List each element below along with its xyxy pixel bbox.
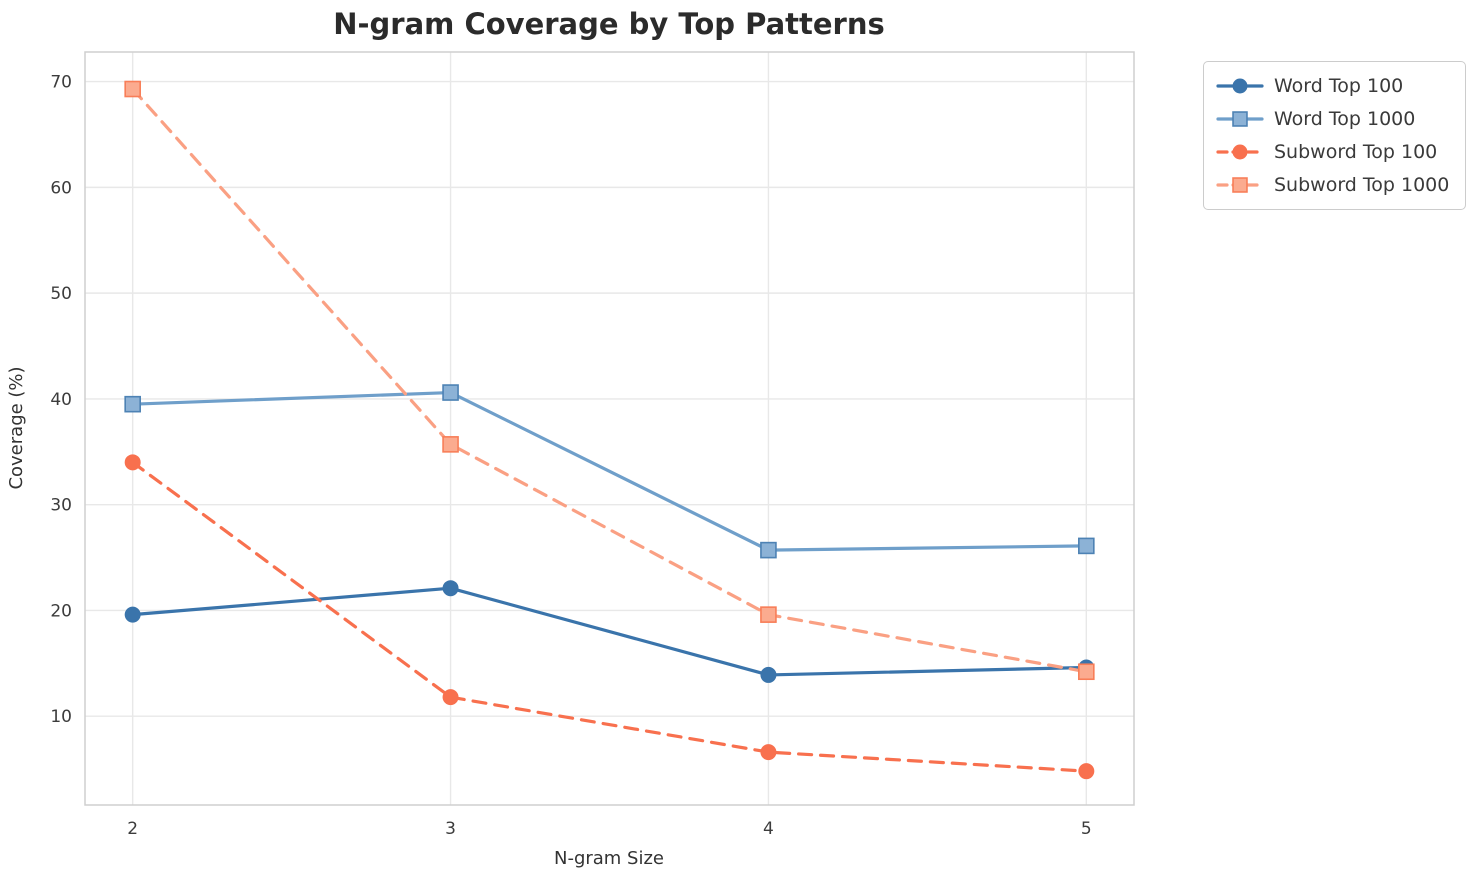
y-tick-label-40: 40: [50, 390, 72, 410]
data-series-subword-top-1000: [124, 80, 1095, 681]
data-point-marker-square: [760, 541, 777, 559]
data-point-marker-square: [1078, 663, 1095, 681]
legend-item-word-top-1000: Word Top 1000: [1216, 105, 1449, 133]
grid-layer: [85, 52, 1134, 805]
legend: Word Top 100 Word Top 1000 Subword Top 100…: [1203, 61, 1467, 210]
y-tick-label-50: 50: [50, 284, 72, 304]
tick-layer: 10 20 30 40 50 60 70 2 3 4 5: [50, 73, 1091, 839]
data-point-marker-square: [124, 395, 141, 413]
legend-label: Subword Top 100: [1274, 141, 1438, 163]
x-tick-label-3: 3: [445, 819, 456, 839]
plot-area-border: [84, 51, 1135, 806]
data-series-word-top-1000: [124, 384, 1095, 559]
data-point-marker-circle: [442, 689, 459, 706]
data-point-marker-square: [124, 80, 141, 98]
legend-marker-square-icon: [1216, 177, 1264, 193]
data-point-marker-circle: [1232, 78, 1248, 94]
data-point-marker-square: [1232, 111, 1248, 127]
series-line: [131, 87, 1088, 674]
y-tick-label-70: 70: [50, 73, 72, 93]
legend-label: Word Top 100: [1274, 75, 1404, 97]
data-point-marker-circle: [124, 606, 141, 623]
y-tick-label-30: 30: [50, 496, 72, 516]
data-series-subword-top-100: [124, 454, 1095, 780]
x-tick-label-4: 4: [763, 819, 774, 839]
data-point-marker-circle: [760, 666, 777, 683]
data-point-marker-circle: [124, 454, 141, 471]
legend-label: Word Top 1000: [1274, 108, 1416, 130]
data-point-marker-circle: [760, 744, 777, 761]
series-layer: [124, 80, 1095, 780]
x-axis-label: N-gram Size: [554, 848, 664, 869]
y-tick-label-10: 10: [50, 707, 72, 727]
y-axis-label: Coverage (%): [6, 366, 27, 489]
chart-title: N-gram Coverage by Top Patterns: [333, 7, 885, 41]
legend-item-subword-top-100: Subword Top 100: [1216, 138, 1449, 166]
y-tick-label-60: 60: [50, 178, 72, 198]
legend-marker-square-icon: [1216, 111, 1264, 127]
x-tick-label-2: 2: [127, 819, 138, 839]
x-tick-label-5: 5: [1081, 819, 1092, 839]
data-point-marker-circle: [1078, 763, 1095, 780]
data-point-marker-square: [760, 606, 777, 623]
series-line: [131, 586, 1088, 677]
series-line: [131, 390, 1088, 552]
data-series-word-top-100: [124, 580, 1095, 683]
legend-marker-circle-icon: [1216, 78, 1264, 94]
legend-label: Subword Top 1000: [1274, 174, 1450, 196]
data-point-marker-square: [1078, 537, 1095, 555]
data-point-marker-square: [442, 384, 459, 401]
data-point-marker-square: [1232, 177, 1248, 193]
legend-item-word-top-100: Word Top 100: [1216, 72, 1449, 100]
y-tick-label-20: 20: [50, 601, 72, 621]
legend-item-subword-top-1000: Subword Top 1000: [1216, 171, 1449, 199]
legend-marker-circle-icon: [1216, 144, 1264, 160]
data-point-marker-circle: [1232, 144, 1248, 160]
data-point-marker-square: [442, 436, 459, 453]
data-point-marker-circle: [442, 580, 459, 597]
series-line: [131, 460, 1088, 773]
